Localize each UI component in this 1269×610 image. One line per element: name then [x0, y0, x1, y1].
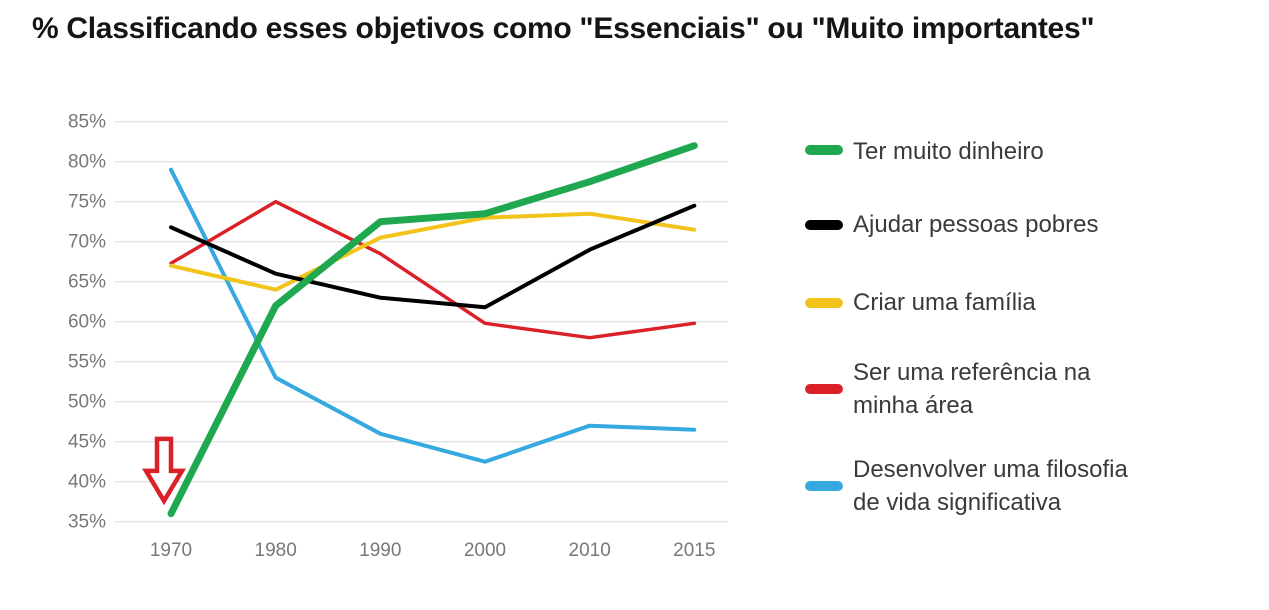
legend-swatch-yellow — [805, 298, 843, 308]
legend-item-criar-uma-familia: Criar uma família — [805, 286, 1235, 319]
legend-item-ajudar-pessoas-pobres: Ajudar pessoas pobres — [805, 208, 1235, 241]
legend-label: Ser uma referência na minha área — [853, 359, 1091, 419]
legend-swatch-green — [805, 145, 843, 155]
chart-title: % Classificando esses objetivos como "Es… — [32, 12, 1095, 45]
y-tick-label: 35% — [68, 512, 106, 533]
series-line — [169, 167, 697, 464]
x-tick-label: 2015 — [673, 540, 715, 561]
y-tick-label: 85% — [68, 112, 106, 133]
y-tick-label: 70% — [68, 232, 106, 253]
legend-swatch-red — [805, 384, 843, 394]
series-line — [169, 203, 697, 310]
y-tick-label: 60% — [68, 312, 106, 333]
series-line — [169, 211, 697, 292]
y-tick-label: 75% — [68, 192, 106, 213]
y-tick-label: 40% — [68, 472, 106, 493]
legend-swatch-blue — [805, 481, 843, 491]
x-tick-label: 1970 — [150, 540, 192, 561]
legend-item-desenvolver-filosofia: Desenvolver uma filosofia de vida signif… — [805, 453, 1235, 519]
x-tick-label: 2000 — [464, 540, 506, 561]
series-line — [169, 199, 697, 340]
line-chart: 35% 40% 45% 50% 55% 60% 65% 70% 75% 80% 85% 1970 198… — [68, 112, 728, 561]
x-tick-label: 1990 — [359, 540, 401, 561]
legend-swatch-black — [805, 220, 843, 230]
legend-item-ser-uma-referencia: Ser uma referência na minha área — [805, 356, 1235, 422]
y-tick-label: 45% — [68, 432, 106, 453]
series-line — [167, 142, 698, 518]
legend-label: Ajudar pessoas pobres — [853, 211, 1099, 238]
y-tick-label: 65% — [68, 272, 106, 293]
legend: Ter muito dinheiro Ajudar pessoas pobres… — [805, 0, 1245, 610]
y-tick-label: 55% — [68, 352, 106, 373]
x-tick-label: 1980 — [255, 540, 297, 561]
legend-item-ter-muito-dinheiro: Ter muito dinheiro — [805, 135, 1235, 168]
x-tick-label: 2010 — [569, 540, 611, 561]
legend-label: Desenvolver uma filosofia de vida signif… — [853, 456, 1128, 516]
down-arrow-annotation — [142, 436, 186, 506]
y-tick-label: 80% — [68, 152, 106, 173]
plot-area: 35% 40% 45% 50% 55% 60% 65% 70% 75% 80% 85% 1970 198… — [30, 95, 740, 575]
legend-label: Criar uma família — [853, 289, 1036, 316]
y-tick-label: 50% — [68, 392, 106, 413]
legend-label: Ter muito dinheiro — [853, 138, 1044, 165]
